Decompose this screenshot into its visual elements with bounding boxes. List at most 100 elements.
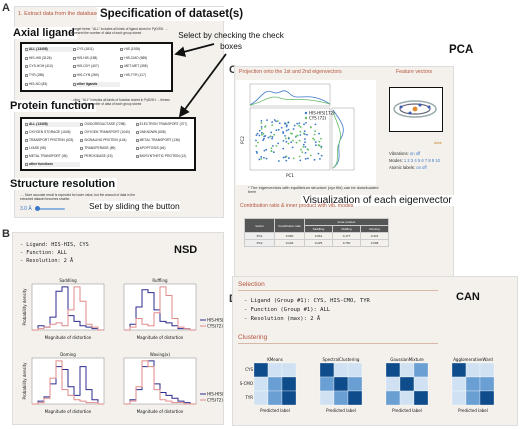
checkbox-item[interactable]: BIOSYNTHETIC PROTEIN (12)	[135, 154, 191, 159]
checkbox-item[interactable]: HIS (1926)	[120, 47, 168, 52]
pca-scatter-point	[282, 132, 285, 135]
checkbox-item[interactable]: HIS-CMO (589)	[120, 56, 168, 61]
checkbox-icon[interactable]	[25, 162, 28, 166]
checkbox-item[interactable]: METAL TRANSPORT (45)	[25, 154, 80, 159]
checkbox-item[interactable]: PEROXIDASE (15)	[80, 154, 135, 159]
checkbox-icon[interactable]	[25, 74, 28, 78]
mode-buttons[interactable]: 1 2 3 4 5 6 7 8 9 10	[403, 158, 440, 163]
heatmap-cell	[479, 362, 495, 378]
checkbox-item[interactable]: MET-MET (355)	[120, 64, 168, 69]
checkbox-icon[interactable]	[25, 47, 28, 51]
checkbox-item[interactable]: ELECTRON TRANSPORT (377)	[135, 122, 191, 127]
checkbox-icon[interactable]	[25, 130, 28, 134]
checkbox-item[interactable]: TRANSPORT PROTEIN (403)	[25, 138, 80, 143]
checkbox-label: HIS (1926)	[124, 46, 141, 51]
checkbox-icon[interactable]	[135, 138, 139, 142]
checkbox-icon[interactable]	[80, 154, 84, 158]
checkbox-icon[interactable]	[120, 56, 124, 60]
pca-scatter-point	[282, 140, 285, 142]
pca-scatter-point	[285, 159, 288, 162]
checkbox-icon[interactable]	[120, 74, 124, 78]
checkbox-icon[interactable]	[72, 83, 76, 87]
checkbox-icon[interactable]	[72, 47, 76, 51]
checkbox-icon[interactable]	[135, 146, 139, 150]
selection-divider	[238, 290, 438, 291]
checkbox-item[interactable]: other functions	[25, 161, 81, 167]
checkbox-icon[interactable]	[80, 122, 84, 126]
atomic-labels-toggle[interactable]: on off	[416, 165, 427, 170]
checkbox-item[interactable]: HIS-TYR (117)	[120, 73, 168, 78]
pca-scatter-point	[303, 123, 305, 126]
vibrations-toggle[interactable]: on off	[409, 151, 421, 156]
pca-scatter-point	[306, 148, 309, 151]
pca-scatter-point	[299, 126, 302, 128]
checkbox-item[interactable]: TRANSFERASE (89)	[80, 146, 135, 151]
checkbox-icon[interactable]	[80, 130, 84, 134]
checkbox-icon[interactable]	[25, 154, 28, 158]
resolution-slider-track[interactable]	[37, 208, 65, 210]
checkbox-item[interactable]: METAL TRANSPORT (136)	[135, 138, 191, 143]
checkbox-icon[interactable]	[25, 146, 28, 150]
molecule-viewer[interactable]	[389, 87, 443, 132]
checkbox-icon[interactable]	[72, 74, 76, 78]
pca-scatter-point	[304, 151, 307, 154]
checkbox-label: CYS (1811)	[76, 46, 94, 51]
pca-scatter-point	[295, 141, 298, 144]
checkbox-item[interactable]: OXYGEN STORAGE (1045)	[25, 130, 80, 135]
checkbox-icon[interactable]	[25, 122, 28, 126]
checkbox-icon[interactable]	[120, 47, 124, 51]
can-resolution-line: - Resolution (max): 2 Å	[244, 316, 321, 322]
pca-scatter-point	[260, 158, 263, 160]
heatmap-cell	[267, 376, 283, 392]
checkbox-icon[interactable]	[120, 65, 124, 69]
clustering-divider	[238, 343, 438, 344]
checkbox-label: CYS-HOH (410)	[29, 64, 53, 69]
checkbox-item[interactable]: OXYGEN TRANSPORT (1040)	[80, 130, 135, 135]
checkbox-item[interactable]: ALL (13408)	[25, 46, 73, 52]
checkbox-item[interactable]: other ligands	[72, 82, 121, 88]
checkbox-icon[interactable]	[72, 65, 76, 69]
heatmap-cell	[333, 362, 349, 378]
checkbox-icon[interactable]	[25, 65, 28, 69]
checkbox-item[interactable]: SIGNALING PROTEIN (144)	[80, 138, 135, 143]
checkbox-item[interactable]: LYASE (98)	[25, 146, 80, 151]
checkbox-label: HIS-CMO (589)	[124, 55, 148, 60]
checkbox-item[interactable]: APOPTOSIS (46)	[135, 146, 191, 151]
checkbox-icon[interactable]	[25, 138, 28, 142]
checkbox-item[interactable]: HIS-HIS (158)	[72, 56, 121, 61]
panel-c-caption: Visualization of each eigenvector	[301, 195, 454, 206]
axial-ligand-checkboxes: ALL (13408) CYS (1811) HIS (1926) HIS-HIS (…	[20, 42, 173, 92]
checkbox-icon[interactable]	[135, 130, 139, 134]
pca-scatter-point	[313, 133, 316, 136]
table-cell: 0.331	[360, 232, 389, 240]
pca-scatter-point	[270, 147, 273, 150]
resolution-slider-handle[interactable]	[35, 206, 40, 211]
nsd-xlabel: Magnitude of distortion	[45, 409, 92, 414]
table-cell: 0.661	[304, 232, 333, 240]
checkbox-item[interactable]: UNKNOWN (608)	[135, 130, 191, 135]
pca-scatter-point	[266, 119, 268, 122]
pca-scatter-point	[277, 128, 280, 131]
checkbox-icon[interactable]	[80, 138, 84, 142]
pca-scatter-point	[285, 129, 288, 132]
checkbox-item[interactable]: CYS (1811)	[72, 46, 121, 52]
heatmap-cell	[253, 362, 269, 378]
pca-scatter-point	[309, 154, 312, 157]
checkbox-icon[interactable]	[135, 122, 139, 126]
checkbox-icon[interactable]	[25, 83, 28, 87]
checkbox-item[interactable]: HIS-NO (83)	[25, 82, 73, 87]
checkbox-item[interactable]: CYS-HOH (410)	[25, 64, 73, 69]
checkbox-icon[interactable]	[80, 146, 84, 150]
checkbox-item[interactable]: OXIDOREDUCTASE (7298)	[80, 122, 135, 127]
checkbox-item[interactable]: HIS-CYN (280)	[72, 73, 121, 78]
checkbox-item[interactable]: ALL (13408)	[25, 121, 81, 127]
nsd-ylabel: Probability density	[22, 362, 27, 400]
checkbox-icon[interactable]	[135, 154, 139, 158]
checkbox-icon[interactable]	[72, 56, 76, 60]
checkbox-item[interactable]: TYR (286)	[25, 73, 73, 78]
modes-label: Modes:	[389, 158, 404, 163]
checkbox-icon[interactable]	[25, 56, 28, 60]
checkbox-item[interactable]: HIS-OXY (407)	[72, 64, 121, 69]
panel-d-params: - Ligand (Group #1): CYS, HIS-CMO, TYR -…	[244, 297, 370, 324]
checkbox-item[interactable]: HIS-HIS (3126)	[25, 56, 73, 61]
